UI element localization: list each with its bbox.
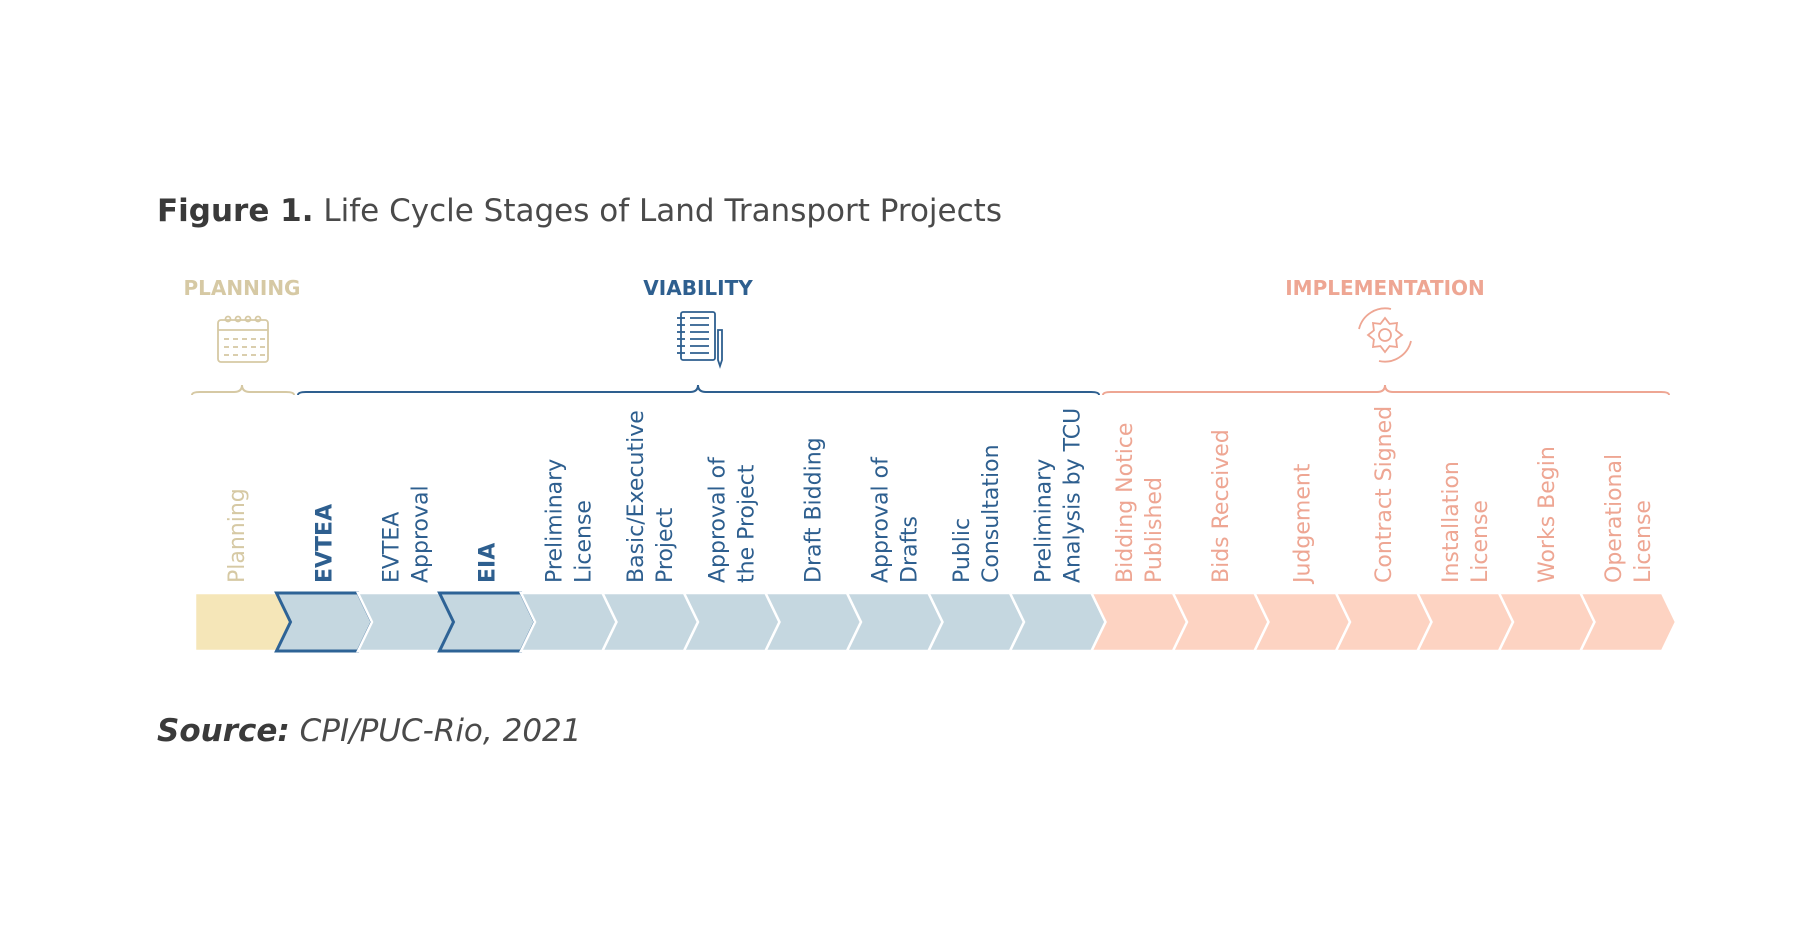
stage-chevron-15 (1415, 591, 1515, 653)
stage-label-13: Judgement (1290, 463, 1315, 585)
notebook-pen-icon (677, 311, 723, 369)
stage-label-line: the Project (734, 464, 759, 583)
stage-label-line: Planning (225, 488, 250, 583)
stage-chevron-11 (1089, 591, 1189, 653)
source-label: Source: (157, 713, 290, 749)
stage-chevron-1 (274, 591, 374, 653)
stage-label-line: Operational (1602, 454, 1627, 583)
stage-label-line: Bids Received (1209, 429, 1234, 583)
phase-brace-planning (191, 384, 295, 396)
stage-label-line: Preliminary (1031, 459, 1056, 583)
phase-headers: PLANNING VIABILITY IMPLEMENTATION (184, 276, 1670, 396)
stage-label-3: EIA (475, 543, 500, 583)
stage-label-0: Planning (225, 488, 250, 583)
stage-label-line: Approval of (705, 456, 730, 583)
phase-implementation: IMPLEMENTATION (1102, 276, 1670, 396)
stage-chevron-3 (437, 591, 537, 653)
calendar-icon (217, 315, 269, 363)
stage-chevron-6 (682, 591, 781, 653)
stage-label-line: License (1468, 500, 1493, 583)
phase-planning: PLANNING (184, 276, 301, 396)
stage-label-line: Approval of (868, 456, 893, 583)
stage-label-line: Contract Signed (1372, 406, 1397, 583)
stage-label-9: Public Consultation (950, 444, 1004, 583)
phase-label-implementation: IMPLEMENTATION (1285, 276, 1485, 300)
stage-label-15: Installation License (1439, 461, 1493, 583)
figure-source: Source: CPI/PUC-Rio, 2021 (157, 713, 582, 749)
stage-label-line: Judgement (1290, 463, 1315, 585)
chevron-band (193, 591, 1678, 653)
stage-label-line: Approval (408, 485, 433, 583)
figure-label: Figure 1. (157, 193, 314, 229)
phase-label-planning: PLANNING (184, 276, 301, 300)
stage-chevron-12 (1171, 591, 1270, 653)
phase-label-viability: VIABILITY (643, 276, 753, 300)
figure-title-text: Life Cycle Stages of Land Transport Proj… (323, 193, 1002, 229)
stage-label-17: Operational License (1602, 454, 1656, 583)
stage-label-line: Public (950, 518, 975, 583)
figure-title: Figure 1. Life Cycle Stages of Land Tran… (157, 193, 1002, 229)
stage-label-12: Bids Received (1209, 429, 1234, 583)
stage-label-line: Consultation (979, 444, 1004, 583)
stage-label-6: Approval of the Project (705, 456, 759, 583)
stage-label-line: License (571, 500, 596, 583)
stage-chevron-0 (193, 591, 292, 653)
stage-chevron-13 (1252, 591, 1352, 653)
gear-cycle-icon (1358, 307, 1412, 363)
stage-label-line: Project (653, 507, 678, 583)
source-text: CPI/PUC-Rio, 2021 (299, 713, 582, 749)
stage-label-4: Preliminary License (542, 459, 596, 583)
stage-chevron-4 (519, 591, 618, 653)
stage-chevron-10 (1008, 591, 1107, 653)
stage-label-8: Approval of Drafts (868, 456, 922, 583)
phase-brace-implementation (1102, 384, 1670, 396)
stage-label-line: Published (1142, 477, 1167, 583)
stage-label-11: Bidding Notice Published (1113, 423, 1167, 583)
stage-chevron-14 (1334, 591, 1433, 653)
stage-label-line: Basic/Executive (624, 410, 649, 583)
stage-labels: Planning EVTEA EVTEA Approval EIA Preliminary… (225, 406, 1656, 585)
stage-chevron-5 (600, 591, 700, 653)
stage-label-line: Installation (1439, 461, 1464, 583)
stage-label-line: Draft Bidding (801, 437, 826, 583)
stage-label-1: EVTEA (312, 504, 337, 583)
stage-label-line: Drafts (897, 516, 922, 583)
phase-brace-viability (297, 384, 1100, 396)
stage-chevron-9 (926, 591, 1026, 653)
stage-label-2: EVTEA Approval (379, 485, 433, 583)
stage-label-line: EVTEA (312, 504, 337, 583)
stage-chevron-8 (845, 591, 944, 653)
stage-label-5: Basic/Executive Project (624, 410, 678, 583)
stage-chevron-16 (1497, 591, 1596, 653)
stage-label-10: Preliminary Analysis by TCU (1031, 408, 1085, 583)
stage-chevron-17 (1578, 591, 1678, 653)
stage-label-line: Preliminary (542, 459, 567, 583)
stage-chevron-2 (356, 591, 455, 653)
stage-label-line: Bidding Notice (1113, 423, 1138, 583)
stage-chevron-7 (763, 591, 863, 653)
stage-label-7: Draft Bidding (801, 437, 826, 583)
stage-label-line: EIA (475, 543, 500, 583)
stage-label-16: Works Begin (1535, 446, 1560, 583)
stage-label-14: Contract Signed (1372, 406, 1397, 583)
stage-label-line: Analysis by TCU (1060, 408, 1085, 583)
stage-label-line: EVTEA (379, 512, 404, 583)
phase-viability: VIABILITY (297, 276, 1100, 396)
stage-label-line: License (1631, 500, 1656, 583)
stage-label-line: Works Begin (1535, 446, 1560, 583)
